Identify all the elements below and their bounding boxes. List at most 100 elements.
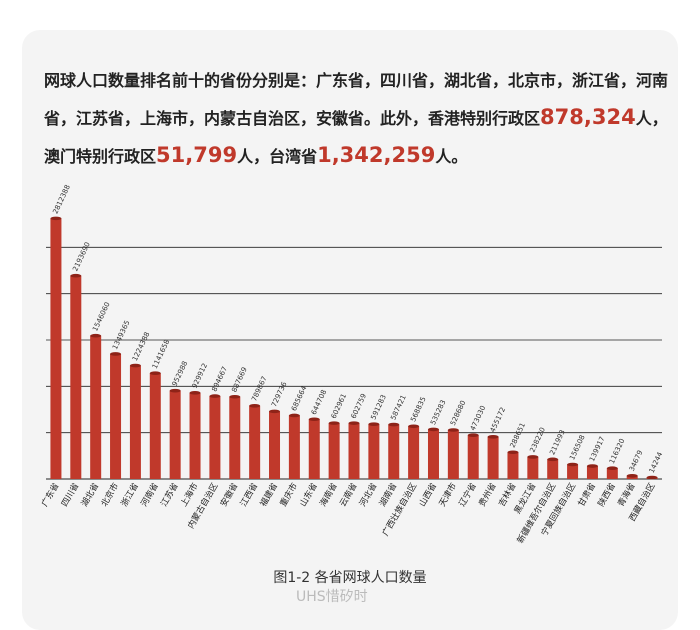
taiwan-value: 1,342,259 [317,143,436,167]
bar [149,371,161,479]
bar-body [209,396,221,479]
category-label: 云南省 [337,481,360,509]
bar-body [507,452,519,479]
category-label: 江苏省 [158,481,181,509]
bar [308,417,320,479]
value-label: 952988 [171,360,190,388]
value-label: 288651 [509,421,528,449]
bar [408,424,420,479]
bar-cap [606,466,618,471]
bar-cap [129,363,141,368]
value-label: 1349365 [111,319,131,351]
bar-body [249,405,261,479]
bar [70,273,82,479]
bar-body [288,415,300,479]
bar-cap [507,450,519,455]
bar-cap [169,388,181,393]
bar [507,450,519,479]
value-label: 1224388 [131,331,151,363]
value-label: 116320 [608,437,627,465]
bar [646,475,658,480]
bar [110,352,122,479]
bar-cap [586,464,598,468]
bar-body [348,423,360,479]
bar [249,404,261,479]
category-label: 河南省 [139,481,162,509]
bar [189,391,201,479]
bar-cap [70,273,82,278]
bar-cap [249,404,261,408]
bar [328,421,340,479]
value-label: 602961 [330,392,349,420]
value-label: 528680 [449,399,468,427]
bar [368,422,380,479]
value-label: 929912 [191,362,210,390]
category-label: 山东省 [298,481,321,509]
value-label: 568835 [409,396,428,424]
intro-paragraph: 网球人口数量排名前十的省份分别是：广东省，四川省，湖北省，北京市，浙江省，河南省… [44,62,674,175]
bar [467,433,479,479]
bar-body [547,459,559,479]
value-label: 14244 [648,450,665,474]
intro-lead: 网球人口数量排名前十的省份分别是： [44,71,317,90]
category-label: 重庆市 [278,481,301,509]
watermark: UHS惜矽时 [296,589,368,605]
bar [606,466,618,479]
bar-body [189,392,201,479]
category-label: 安徽省 [218,481,241,509]
category-label: 海南省 [317,481,340,509]
value-label: 535283 [429,399,448,427]
macau-label: 澳门特别行政区 [44,147,157,166]
bar-cap [50,216,62,221]
bar [169,388,181,479]
value-label: 2193690 [71,241,91,273]
bar-body [388,424,400,479]
bar-cap [427,427,439,432]
value-label: 473030 [469,404,488,432]
bar-cap [527,455,539,459]
macau-value: 51,799 [156,143,238,167]
unit-1: 人， [635,109,668,128]
category-label: 浙江省 [119,481,142,509]
unit-3: 人。 [435,147,468,166]
category-label: 山西省 [417,481,440,509]
hk-value: 878,324 [540,105,636,129]
category-label: 河北省 [357,481,380,509]
value-label: 894667 [210,365,229,393]
bar-cap [288,413,300,418]
bar-cap [646,475,658,480]
bar-body [487,436,499,479]
category-label: 北京市 [99,481,122,509]
bar-body [50,218,62,479]
value-label: 1141658 [151,338,171,370]
bar-body [567,464,579,479]
bar-body [70,275,82,479]
bar [269,409,281,479]
bar [229,394,241,479]
bar-body [308,419,320,479]
value-label: 238220 [528,426,547,454]
value-label: 455172 [489,406,508,434]
bar [90,333,102,479]
bar-body [606,468,618,479]
bar-cap [209,394,221,398]
category-label: 四川省 [59,481,82,509]
value-label: 591283 [369,393,388,421]
category-label: 广东省 [39,481,62,509]
bar-cap [328,421,340,425]
category-label: 甘肃省 [576,481,599,509]
bar [487,435,499,479]
bar-body [90,335,102,479]
bar [50,216,62,479]
bar-body [586,466,598,479]
bar [209,394,221,479]
bar-body [527,456,539,479]
bar [586,464,598,479]
bar-cap [308,417,320,422]
value-label: 729736 [270,380,289,408]
bar [348,421,360,479]
bar-cap [90,333,102,338]
bar [626,473,638,479]
category-label: 贵州省 [476,481,499,509]
category-label: 湖北省 [79,481,102,509]
